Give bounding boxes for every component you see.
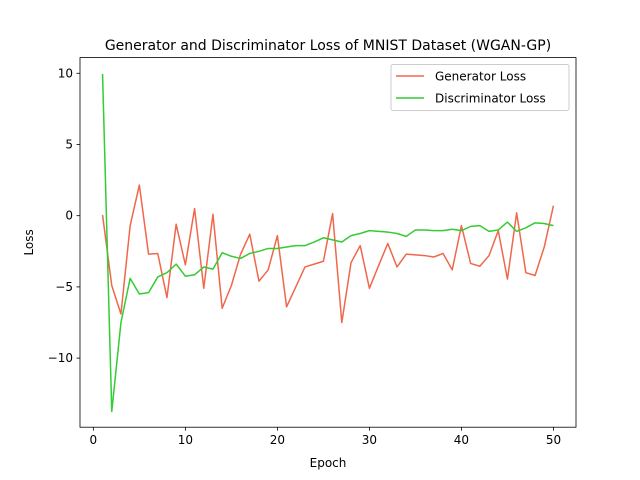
chart-title: Generator and Discriminator Loss of MNIS… bbox=[105, 38, 551, 54]
x-tick-label: 30 bbox=[362, 433, 377, 447]
y-tick-label: −10 bbox=[48, 351, 73, 365]
y-axis-label: Loss bbox=[22, 229, 36, 255]
series-layer bbox=[101, 73, 555, 413]
legend-box bbox=[390, 64, 570, 111]
legend: Generator Loss Discriminator Loss bbox=[390, 64, 570, 111]
x-axis-label: Epoch bbox=[310, 456, 347, 470]
x-tick-label: 0 bbox=[90, 433, 98, 447]
x-tick-label: 20 bbox=[270, 433, 285, 447]
axes-frame bbox=[79, 57, 577, 428]
y-tick-label: 0 bbox=[65, 209, 73, 223]
y-tick-label: 10 bbox=[58, 66, 73, 80]
x-axis: 0 10 20 30 40 50 bbox=[90, 427, 561, 447]
legend-label-generator-loss: Generator Loss bbox=[435, 70, 526, 84]
legend-label-discriminator-loss: Discriminator Loss bbox=[435, 92, 546, 106]
x-tick-label: 50 bbox=[546, 433, 561, 447]
x-tick-label: 40 bbox=[454, 433, 469, 447]
y-tick-label: 5 bbox=[65, 137, 73, 151]
series-line-discriminator-loss bbox=[101, 73, 554, 413]
series-line-generator-loss bbox=[101, 184, 555, 324]
y-axis: 10 5 0 −5 −10 bbox=[48, 66, 80, 365]
x-tick-label: 10 bbox=[178, 433, 193, 447]
y-tick-label: −5 bbox=[55, 280, 73, 294]
